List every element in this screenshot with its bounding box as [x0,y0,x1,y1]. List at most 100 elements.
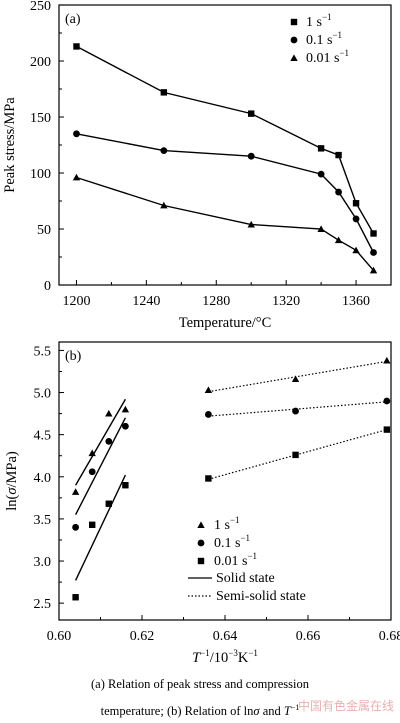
plot-a-data-point [352,246,360,254]
plot-b-data-point [205,475,212,482]
plot-b-data-point [383,356,391,364]
plot-a-data-point [334,236,343,244]
plot-a-data-point [352,215,360,223]
plot-a-legend-marker [290,18,298,26]
plot-b-legend-marker [197,539,205,547]
plot-a-data-point [160,89,168,96]
caption-T: T [283,704,291,719]
plot-a-legend-sup: −1 [339,48,349,58]
plot-a-data-point [73,43,80,50]
plot-b-legend-label: 1 s−1 [214,515,240,533]
plot-b-y-tick-label: 3.0 [34,555,52,570]
plot-a-data-point [335,151,342,159]
plot-b-data-point [88,468,96,476]
plot-a-y-tick-label: 200 [30,55,51,70]
plot-b-x-tick-label: 0.64 [213,629,238,644]
plot-a-data-point [248,110,255,117]
plot-b-data-point [88,449,96,457]
plot-b-legend-label: 0.1 s−1 [214,533,250,551]
plot-a-legend-label: 1 s−1 [306,12,332,30]
plot-a-data-point [317,145,325,152]
plot-b-y-axis-label: ln(σ/MPa) [4,451,20,511]
plot-a-data-point [369,266,378,274]
plot-a-y-tick-label: 250 [30,0,51,14]
plot-b-data-point [89,521,96,529]
plot-b-line-legend-label: Solid state [216,571,275,586]
caption-T-sup: −1 [290,703,300,712]
figure-caption-line-2: temperature; (b) Relation of lnσ and T−1 [0,696,400,723]
plot-a-legend-marker [290,54,298,61]
plot-a-legend-label: 0.01 s−1 [306,48,349,66]
plot-b-data-point [383,397,391,405]
caption-sigma: σ [253,704,260,719]
plot-b-y-tick-label: 4.0 [34,471,52,486]
plot-a-data-point [160,201,168,209]
plot-a-x-tick-label: 1240 [132,294,160,309]
plot-b-data-point [105,438,113,445]
plot-a-legend-label: 0.1 s−1 [306,30,342,48]
plot-b-x-tick-label: 0.60 [47,629,72,644]
plot-a-x-tick-label: 1320 [272,294,300,309]
plot-b-y-label-sigma: σ [4,487,20,495]
plot-a-data-point [370,249,377,256]
plot-b-data-point [204,386,213,393]
plot-b-x-tick-label: 0.66 [296,629,321,644]
plot-b-data-point [105,500,112,507]
plot-b-y-label-pre: ln( [4,494,20,510]
plot-a-x-tick-label: 1360 [342,294,370,309]
plot-b-data-point [72,594,79,601]
plot-a-data-point [73,130,80,138]
plot-a-y-tick-label: 150 [30,111,51,126]
plot-a-data-point [370,230,377,237]
plot-b-solid-fit-0 [74,398,127,486]
plot-a-y-tick-label: 0 [44,279,51,294]
plot-a-data-point [72,173,81,181]
plot-b-legend-marker [197,521,205,528]
plot-b-legend-text: 1 s [214,518,230,533]
plot-a-y-axis-label: Peak stress/MPa [2,97,18,193]
caption-text-1: (a) Relation of peak stress and compress… [91,677,309,691]
plot-b-y-tick-label: 3.5 [34,513,52,528]
plot-a-legend-text: 0.01 s [306,51,339,66]
plot-a-legend-text: 1 s [306,15,322,30]
plot-b-data-point [291,375,300,383]
plot-b-y-tick-label: 5.0 [34,387,52,402]
plot-b-legend-sup: −1 [247,551,257,561]
plot-b-legend-text: 0.1 s [214,536,240,551]
plot-b-legend-label: 0.01 s−1 [214,551,257,569]
plot-b-x-label-sup3: −1 [248,648,258,658]
plot-a-legend-sup: −1 [322,12,332,22]
plot-a-x-axis-label: Temperature/°C [179,315,272,331]
plot-b-legend-sup: −1 [230,515,240,525]
plot-b-x-tick-label: 0.68 [379,629,400,644]
plot-a-legend-sup: −1 [332,30,342,40]
plot-b-panel-label: (b) [65,349,82,364]
plot-b-semi-fit-2 [208,429,388,480]
plot-b-data-point [105,409,113,417]
plot-b-y-tick-label: 4.5 [34,429,52,444]
caption-and: and [259,704,284,719]
plot-b-data-point [71,488,80,495]
plot-b-data-point [72,523,79,531]
plot-a-series-line-0 [76,45,375,234]
plot-b-x-label-sup2: −3 [228,648,238,658]
plot-b-x-tick-label: 0.62 [130,629,155,644]
plot-a-series-line-2 [76,176,375,271]
plot-b-y-tick-label: 2.5 [34,597,52,612]
plot-b-x-axis-label: T−1/10−3K−1 [192,648,258,666]
plot-a-data-point [317,170,325,178]
plot-b-line-legend-label: Semi-solid state [216,589,306,604]
plot-b-x-label-sup1: −1 [200,648,210,658]
caption-text-2: temperature; (b) Relation of ln [100,704,254,719]
plot-b-x-label-end: K [238,650,249,666]
plot-a-data-point [317,225,325,232]
plot-b-legend-sup: −1 [240,533,250,543]
plot-b-legend-text: 0.01 s [214,554,247,569]
plot-a-x-tick-label: 1200 [62,294,90,309]
plot-b-data-point [205,411,212,418]
plot-a-x-tick-label: 1280 [202,294,230,309]
plot-b-data-point [292,407,299,415]
plot-b-data-point [122,482,129,489]
plot-b-semi-fit-0 [208,360,387,393]
plot-b-solid-fit-2 [74,474,127,581]
